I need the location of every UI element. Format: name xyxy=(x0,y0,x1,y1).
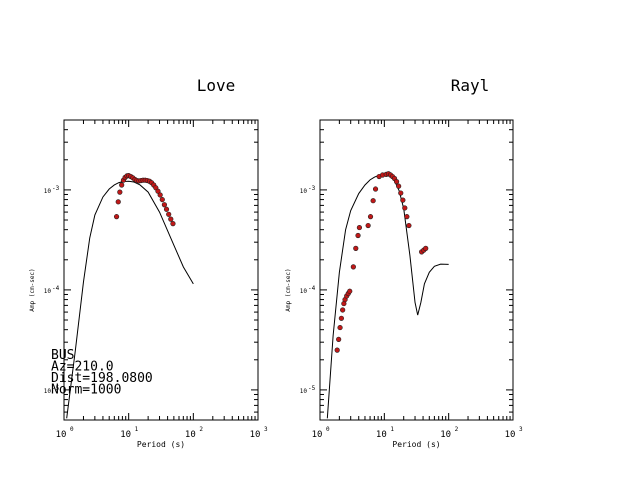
observed-point xyxy=(406,222,412,229)
observed-point xyxy=(402,205,408,211)
x-tick-exponent: 3 xyxy=(264,426,268,433)
model-curve xyxy=(66,180,194,419)
x-tick-label: 10 xyxy=(312,430,323,440)
x-tick-exponent: 2 xyxy=(199,426,203,433)
chart-title: Rayl xyxy=(451,76,490,95)
y-tick-label: 10 xyxy=(300,188,308,195)
observed-point xyxy=(163,206,170,212)
x-tick-label: 10 xyxy=(120,430,131,440)
x-tick-exponent: 2 xyxy=(455,426,459,433)
chart-title: Love xyxy=(197,76,236,95)
x-tick-exponent: 3 xyxy=(519,426,523,433)
station-info-line: Az=210.0 xyxy=(51,360,114,375)
station-info-line: BUS xyxy=(51,348,74,363)
x-tick-label: 10 xyxy=(250,430,261,440)
observed-point xyxy=(353,245,359,251)
x-tick-exponent: 0 xyxy=(326,426,330,433)
observed-point xyxy=(340,307,346,313)
observed-point xyxy=(404,214,410,220)
x-axis-label: Period (s) xyxy=(137,440,185,449)
observed-point xyxy=(166,211,172,217)
y-axis-label: Amp (cm-sec) xyxy=(29,268,36,311)
y-tick-exponent: -5 xyxy=(52,385,60,392)
x-tick-label: 10 xyxy=(505,430,516,440)
x-tick-label: 10 xyxy=(376,430,387,440)
observed-point xyxy=(155,188,161,194)
observed-point xyxy=(356,224,363,231)
observed-point xyxy=(423,245,429,251)
y-tick-exponent: -5 xyxy=(308,385,316,392)
observed-point xyxy=(396,183,402,189)
observed-point xyxy=(113,214,120,220)
observed-point xyxy=(400,197,406,203)
y-axis-label: Amp (cm-sec) xyxy=(285,268,292,311)
y-tick-exponent: -3 xyxy=(308,185,316,192)
observed-point xyxy=(159,196,165,203)
observed-point xyxy=(367,214,374,220)
station-info-line: Norm=1000 xyxy=(51,383,121,398)
y-tick-exponent: -4 xyxy=(52,285,60,292)
y-tick-label: 10 xyxy=(44,388,52,395)
observed-point xyxy=(398,190,404,196)
y-tick-exponent: -3 xyxy=(52,185,60,192)
observed-point xyxy=(337,324,343,331)
observed-point xyxy=(370,198,376,204)
observed-point xyxy=(338,315,344,321)
observed-point xyxy=(372,186,379,192)
plot-frame xyxy=(63,119,259,421)
observed-point xyxy=(117,189,123,195)
plot-frame xyxy=(319,119,514,421)
y-tick-label: 10 xyxy=(300,388,308,395)
station-info-line: Dist=198.0800 xyxy=(51,371,153,386)
x-tick-exponent: 0 xyxy=(70,426,74,433)
observed-point xyxy=(334,347,340,353)
x-tick-exponent: 1 xyxy=(135,426,139,433)
observed-point xyxy=(161,202,168,208)
x-tick-label: 10 xyxy=(185,430,196,440)
observed-point xyxy=(157,192,163,198)
x-axis-label: Period (s) xyxy=(392,440,440,449)
x-tick-exponent: 1 xyxy=(390,426,394,433)
y-tick-label: 10 xyxy=(300,288,308,295)
observed-point xyxy=(347,288,353,294)
observed-point xyxy=(393,179,400,185)
observed-point xyxy=(365,222,371,229)
observed-point xyxy=(336,336,342,342)
x-tick-label: 10 xyxy=(440,430,451,440)
observed-point xyxy=(119,182,125,188)
observed-point xyxy=(350,264,356,270)
observed-point xyxy=(115,199,121,205)
y-tick-label: 10 xyxy=(44,288,52,295)
y-tick-exponent: -4 xyxy=(308,285,316,292)
observed-point xyxy=(170,221,176,227)
observed-point xyxy=(168,216,174,222)
y-tick-label: 10 xyxy=(44,188,52,195)
x-tick-label: 10 xyxy=(56,430,67,440)
observed-point xyxy=(355,232,361,239)
